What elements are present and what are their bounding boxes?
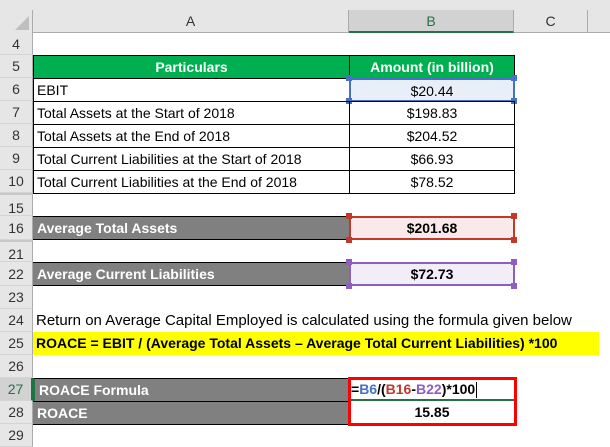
row-header-24[interactable]: 24	[0, 309, 33, 332]
cell-a8[interactable]: Total Assets at the End of 2018	[33, 124, 350, 148]
formula-ref-b6: B6	[359, 381, 378, 397]
select-all-triangle-icon	[15, 16, 29, 30]
row-header-16[interactable]: 16	[0, 216, 33, 240]
cell-b10[interactable]: $78.52	[349, 170, 515, 194]
selection-handle[interactable]	[511, 213, 517, 219]
formula-op1: /(	[377, 381, 386, 397]
formula-eq: =	[351, 381, 360, 397]
cell-b8[interactable]: $204.52	[349, 124, 515, 148]
selection-handle[interactable]	[511, 283, 517, 289]
column-header-c[interactable]: C	[514, 10, 588, 33]
cell-a22-average-current-liabilities[interactable]: Average Current Liabilities	[33, 262, 349, 286]
row-header-27[interactable]: 27	[0, 378, 33, 401]
row-header-6[interactable]: 6	[0, 78, 33, 101]
header-particulars[interactable]: Particulars	[33, 55, 350, 79]
formula-op3: )*100	[441, 381, 476, 397]
row-header-28[interactable]: 28	[0, 401, 33, 424]
cell-a9[interactable]: Total Current Liabilities at the Start o…	[33, 147, 350, 171]
cell-b7[interactable]: $198.83	[349, 101, 515, 125]
row-header-22[interactable]: 22	[0, 262, 33, 286]
formula-ref-b16: B16	[385, 381, 412, 397]
cell-a6-ebit[interactable]: EBIT	[33, 78, 350, 102]
row-header-9[interactable]: 9	[0, 147, 33, 170]
selection-handle[interactable]	[346, 75, 352, 81]
cell-b22-average-current-liabilities-value[interactable]: $72.73	[349, 262, 515, 286]
cell-a16-average-total-assets[interactable]: Average Total Assets	[33, 216, 349, 240]
row-header-29[interactable]: 29	[0, 424, 33, 447]
cell-a7[interactable]: Total Assets at the Start of 2018	[33, 101, 350, 125]
row-header-4[interactable]: 4	[0, 33, 33, 55]
row-header-23[interactable]: 23	[0, 286, 33, 309]
column-header-a[interactable]: A	[33, 10, 349, 33]
select-all-button[interactable]	[0, 10, 33, 33]
cell-b27-formula-editor[interactable]: =B6/(B16-B22)*100	[349, 378, 515, 401]
formula-op2: -	[411, 381, 417, 397]
cell-b6-ebit-value[interactable]: $20.44	[349, 78, 515, 102]
row-header-21[interactable]: 21	[0, 240, 33, 262]
cell-a28-roace-label[interactable]: ROACE	[33, 401, 349, 425]
selection-handle[interactable]	[346, 259, 352, 265]
selection-handle[interactable]	[346, 213, 352, 219]
selection-handle[interactable]	[511, 237, 517, 243]
text-cursor	[476, 382, 478, 399]
cell-a27-roace-formula-label[interactable]: ROACE Formula	[33, 378, 349, 402]
formula-ref-b22: B22	[416, 381, 442, 397]
selection-handle[interactable]	[511, 75, 517, 81]
row-header-8[interactable]: 8	[0, 124, 33, 147]
selection-handle[interactable]	[511, 259, 517, 265]
row-header-25[interactable]: 25	[0, 332, 33, 355]
cell-a25-formula-text[interactable]: ROACE = EBIT / (Average Total Assets – A…	[33, 332, 599, 355]
column-header-d[interactable]	[588, 10, 610, 33]
cell-b16-average-total-assets-value[interactable]: $201.68	[349, 216, 515, 240]
row-header-7[interactable]: 7	[0, 101, 33, 124]
cell-a24-description[interactable]: Return on Average Capital Employed is ca…	[36, 312, 572, 329]
cell-b28-roace-value[interactable]: 15.85	[414, 404, 450, 420]
cell-b9[interactable]: $66.93	[349, 147, 515, 171]
column-header-b[interactable]: B	[349, 10, 514, 33]
row-header-15[interactable]: 15	[0, 193, 33, 216]
selection-handle[interactable]	[346, 283, 352, 289]
cell-a10[interactable]: Total Current Liabilities at the End of …	[33, 170, 350, 194]
row-header-5[interactable]: 5	[0, 55, 33, 78]
row-header-26[interactable]: 26	[0, 355, 33, 378]
selection-handle[interactable]	[346, 237, 352, 243]
row-header-10[interactable]: 10	[0, 170, 33, 193]
header-amount[interactable]: Amount (in billion)	[349, 55, 515, 79]
